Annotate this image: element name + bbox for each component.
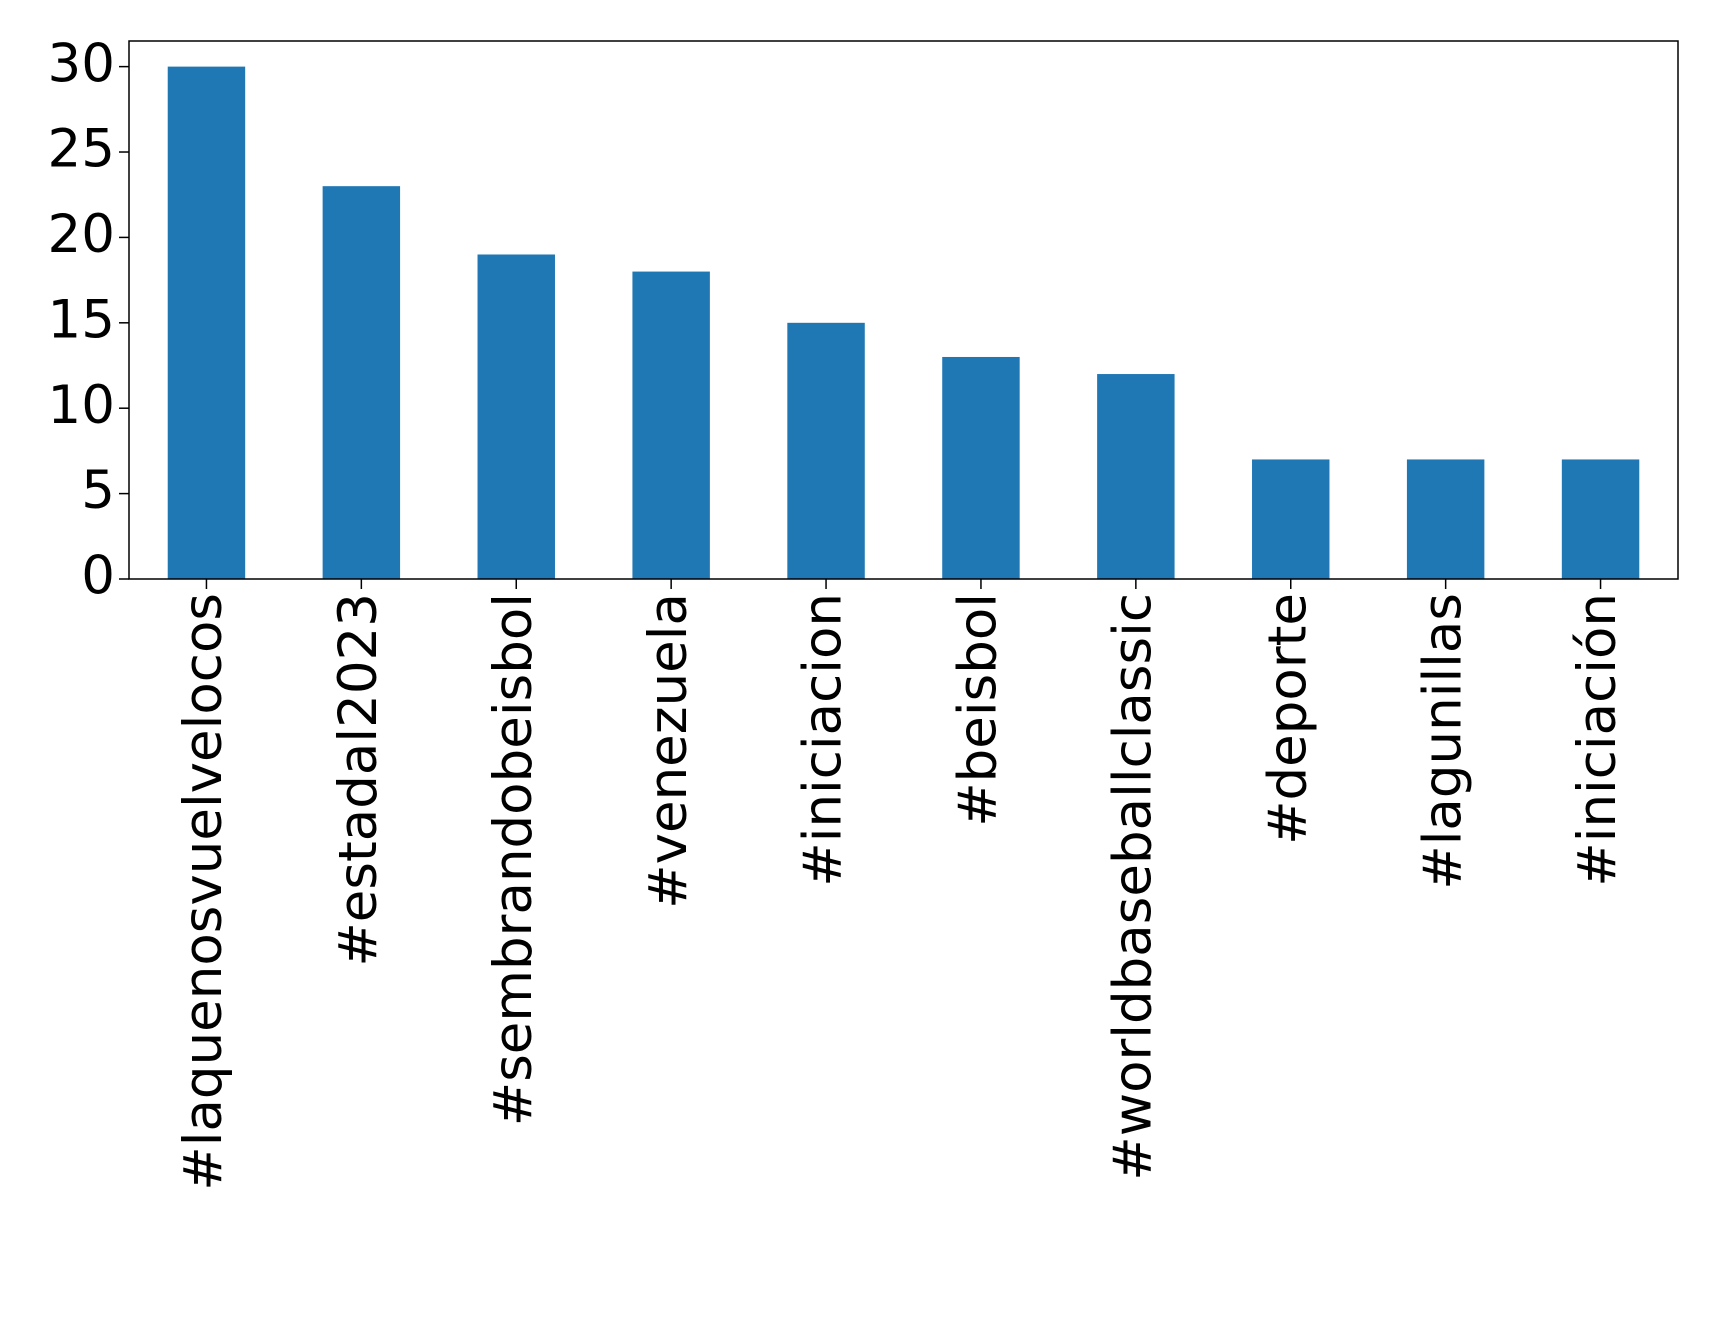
y-tick-label: 25 bbox=[48, 119, 115, 180]
x-tick-label: #venezuela bbox=[638, 593, 699, 909]
y-tick-label: 5 bbox=[81, 460, 115, 521]
bar bbox=[1406, 459, 1485, 579]
x-tick-label: #worldbaseballclassic bbox=[1102, 593, 1163, 1181]
x-tick-label: #iniciacion bbox=[793, 593, 854, 887]
x-tick-label: #estadal2023 bbox=[328, 593, 389, 967]
y-tick-label: 0 bbox=[81, 546, 115, 607]
y-tick-label: 10 bbox=[48, 375, 115, 436]
bar bbox=[1252, 459, 1330, 579]
x-tick-label: #iniciación bbox=[1567, 593, 1628, 887]
bar bbox=[942, 356, 1020, 579]
plot-frame bbox=[128, 40, 1679, 580]
x-tick-label: #deporte bbox=[1257, 593, 1318, 845]
y-tick-label: 30 bbox=[48, 33, 115, 94]
y-tick-label: 15 bbox=[48, 289, 115, 350]
y-tick-label: 20 bbox=[48, 204, 115, 265]
bar bbox=[477, 254, 555, 579]
x-tick-label: #sembrandobeisbol bbox=[483, 593, 544, 1126]
bar bbox=[322, 186, 401, 579]
bar bbox=[1561, 459, 1640, 579]
bar bbox=[1097, 374, 1175, 579]
bar bbox=[787, 322, 865, 579]
bar bbox=[167, 66, 246, 580]
x-tick-label: #laquenosvuelvelocos bbox=[173, 593, 234, 1191]
x-tick-label: #beisbol bbox=[948, 593, 1009, 827]
bar bbox=[632, 271, 710, 579]
x-tick-label: #lagunillas bbox=[1412, 593, 1473, 890]
